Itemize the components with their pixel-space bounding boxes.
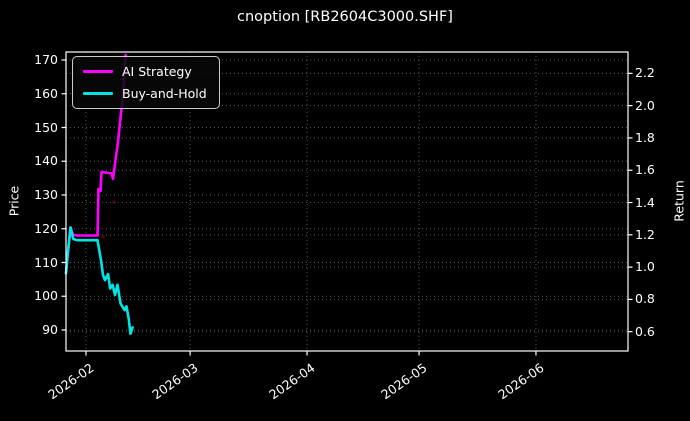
y-tick-label-price: 170 — [34, 52, 58, 67]
legend-swatch-icon — [83, 91, 113, 96]
legend-item: AI Strategy — [83, 64, 207, 79]
y-tick-label-return: 1.4 — [635, 194, 655, 210]
y-tick-label-price: 110 — [34, 254, 58, 270]
legend-label: Buy-and-Hold — [122, 86, 207, 101]
legend: AI Strategy Buy-and-Hold — [72, 56, 220, 109]
y-tick-label-price: 120 — [34, 220, 58, 236]
y-tick-label-return: 0.6 — [635, 323, 655, 339]
axes-frame — [65, 51, 629, 352]
series-line-buy-and-hold — [64, 226, 134, 336]
legend-item: Buy-and-Hold — [83, 86, 207, 101]
y-tick-label-return: 1.0 — [635, 259, 655, 275]
signal-marker — [101, 235, 105, 239]
y-tick-label-return: 2.0 — [635, 97, 655, 113]
y-tick-label-price: 100 — [34, 288, 58, 304]
y-axis-label-return: Return — [671, 180, 687, 222]
legend-label: AI Strategy — [122, 64, 192, 79]
y-tick-label-price: 140 — [34, 153, 58, 169]
y-tick-label-return: 1.6 — [635, 162, 655, 178]
y-tick-label-price: 150 — [34, 119, 58, 135]
y-tick-label-return: 0.8 — [635, 291, 655, 307]
y-tick-label-return: 1.2 — [635, 226, 655, 242]
legend-swatch-icon — [83, 69, 113, 74]
y-tick-label-price: 130 — [34, 187, 58, 202]
signal-marker — [112, 200, 116, 204]
y-tick-label-price: 90 — [42, 322, 58, 337]
y-tick-label-return: 2.2 — [635, 65, 655, 81]
chart-title: cnoption [RB2604C3000.SHF] — [237, 9, 453, 25]
y-tick-label-price: 160 — [34, 85, 58, 101]
y-tick-label-return: 1.8 — [635, 129, 655, 145]
